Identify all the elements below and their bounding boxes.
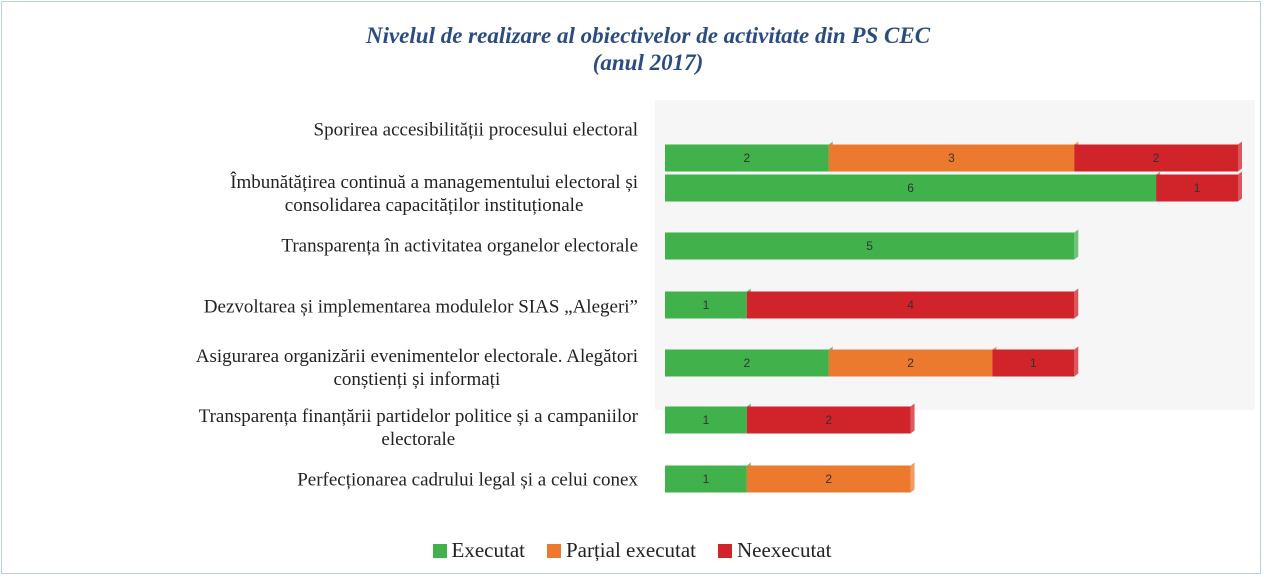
data-label: 1 bbox=[1030, 356, 1037, 370]
legend-item: Neexecutat bbox=[718, 538, 831, 563]
category-label: Asigurarea organizării evenimentelor ele… bbox=[195, 346, 638, 390]
bar-segment bbox=[828, 349, 993, 377]
data-label: 4 bbox=[907, 298, 914, 312]
data-label: 2 bbox=[744, 356, 751, 370]
data-label: 5 bbox=[866, 239, 873, 253]
bar-depth bbox=[1074, 288, 1079, 319]
bar-segment bbox=[665, 291, 747, 319]
bar-segment bbox=[746, 465, 911, 493]
legend-swatch bbox=[432, 543, 447, 558]
data-label: 2 bbox=[744, 151, 751, 165]
data-label: 2 bbox=[825, 472, 832, 486]
bar-segment bbox=[992, 349, 1075, 377]
data-label: 2 bbox=[1153, 151, 1160, 165]
bar-segment bbox=[665, 349, 829, 377]
data-label: 3 bbox=[948, 151, 955, 165]
bar-depth bbox=[1074, 229, 1079, 260]
data-label: 2 bbox=[825, 413, 832, 427]
bar-depth bbox=[1238, 141, 1242, 172]
bar-depth bbox=[1074, 346, 1079, 377]
bar-depth bbox=[910, 462, 915, 493]
legend-label: Executat bbox=[451, 538, 525, 562]
legend-swatch bbox=[718, 543, 733, 558]
legend-item: Executat bbox=[432, 538, 525, 563]
category-label: Transparența finanțării partidelor polit… bbox=[198, 406, 638, 450]
legend: Executat Parțial executat Neexecutat bbox=[0, 538, 1264, 563]
data-label: 2 bbox=[907, 356, 914, 370]
category-label: Sporirea accesibilității procesului elec… bbox=[313, 119, 638, 141]
data-label: 1 bbox=[703, 472, 710, 486]
bar-segment bbox=[828, 144, 1075, 172]
data-label: 1 bbox=[1194, 181, 1201, 195]
data-label: 6 bbox=[907, 181, 914, 195]
bar-segment bbox=[665, 174, 1157, 202]
legend-swatch bbox=[546, 543, 561, 558]
bar-segment bbox=[665, 465, 747, 493]
bar-segment bbox=[746, 291, 1075, 319]
legend-item: Parțial executat bbox=[546, 538, 697, 563]
bar-segment bbox=[1156, 174, 1238, 202]
bar-depth bbox=[1238, 171, 1242, 202]
bar-segment bbox=[665, 144, 829, 172]
category-label: Transparența în activitatea organelor el… bbox=[281, 235, 638, 257]
bar-segment bbox=[665, 232, 1075, 260]
category-label: Îmbunătățirea continuă a managementului … bbox=[230, 172, 638, 216]
data-label: 1 bbox=[703, 413, 710, 427]
bar-segment bbox=[746, 406, 911, 434]
legend-label: Parțial executat bbox=[565, 538, 697, 562]
chart-title: Nivelul de realizare al obiectivelor de … bbox=[365, 23, 931, 75]
bar-segment bbox=[1074, 144, 1238, 172]
legend-label: Neexecutat bbox=[737, 538, 832, 562]
category-label: Perfecționarea cadrului legal și a celui… bbox=[297, 469, 638, 491]
bar-segment bbox=[665, 406, 747, 434]
data-label: 1 bbox=[703, 298, 710, 312]
category-label: Dezvoltarea și implementarea modulelor S… bbox=[203, 296, 638, 318]
bar-depth bbox=[910, 403, 915, 434]
